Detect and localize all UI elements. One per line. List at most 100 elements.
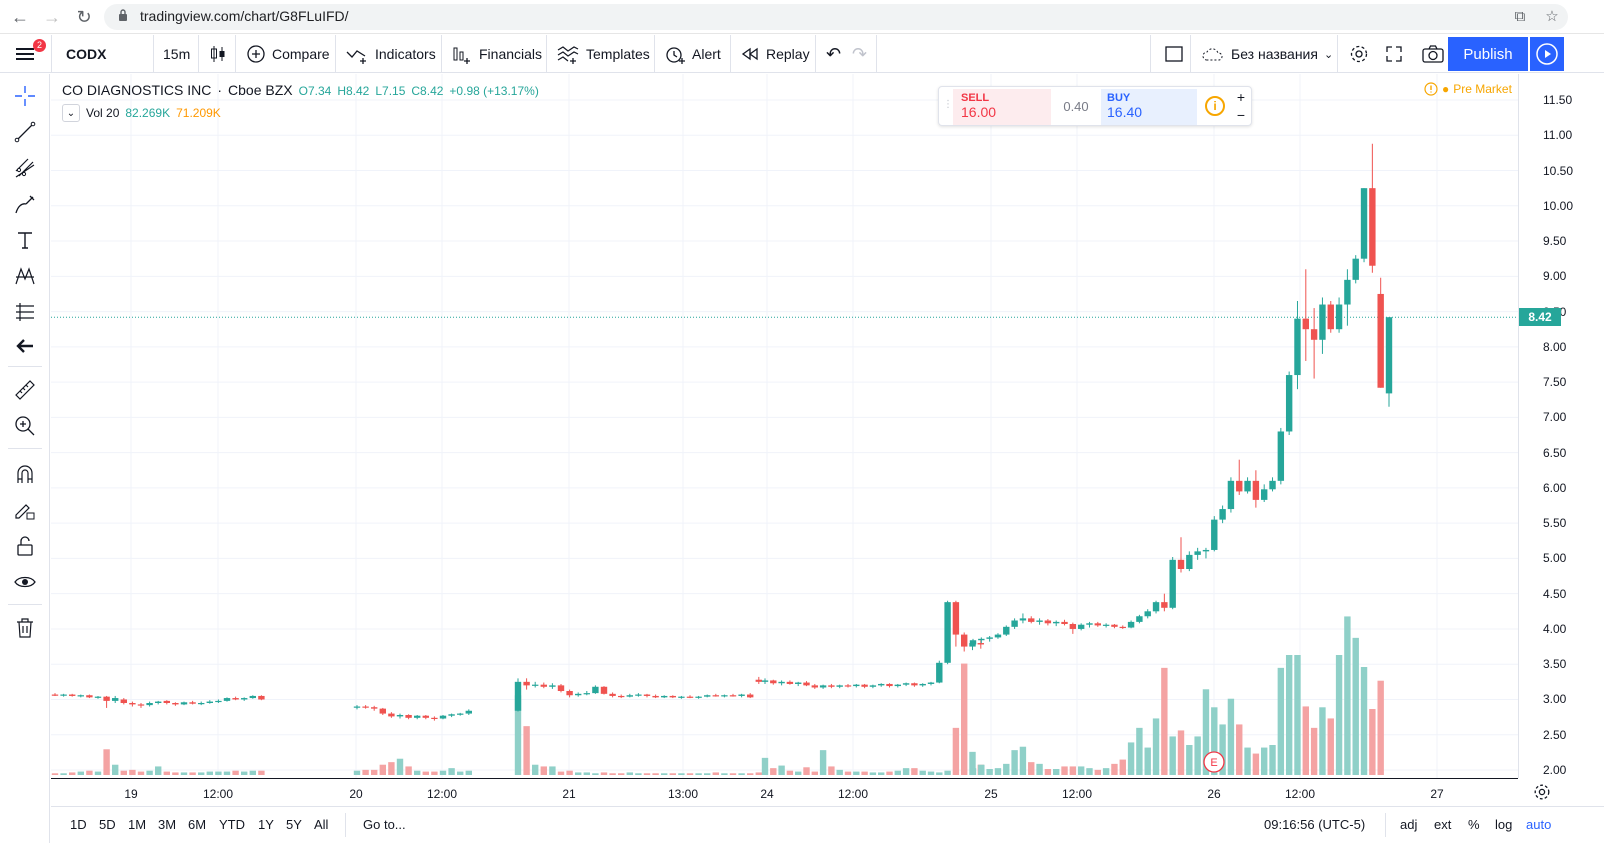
financials-icon bbox=[453, 47, 470, 64]
pitchfork-icon bbox=[15, 158, 35, 178]
range-1d[interactable]: 1D bbox=[70, 817, 87, 832]
sell-price: 16.00 bbox=[961, 104, 997, 120]
volume-bar bbox=[1344, 616, 1351, 775]
indicators-button[interactable]: Indicators bbox=[337, 35, 444, 73]
stream-button[interactable] bbox=[1530, 37, 1564, 71]
layout-name-button[interactable]: Без названия ⌄ bbox=[1193, 35, 1341, 73]
menu-button[interactable] bbox=[6, 35, 46, 73]
candle-body bbox=[1119, 626, 1126, 629]
fullscreen-button[interactable] bbox=[1376, 35, 1412, 73]
premarket-indicator[interactable]: ● Pre Market bbox=[1424, 82, 1512, 96]
volume-bar bbox=[258, 770, 265, 775]
time-tick-label: 19 bbox=[124, 787, 138, 801]
delete-tool[interactable] bbox=[10, 614, 40, 642]
price-axis[interactable]: 2.00 2.50 3.00 3.50 4.00 4.50 5.00 5.50 6.00 6.50… bbox=[1518, 74, 1604, 778]
brush-tool[interactable] bbox=[10, 190, 40, 218]
percent-toggle[interactable]: % bbox=[1468, 817, 1480, 832]
candle-body bbox=[721, 695, 728, 697]
volume-bar bbox=[1227, 698, 1235, 775]
candle-body bbox=[712, 695, 719, 697]
templates-button[interactable]: Templates bbox=[548, 35, 658, 73]
range-all[interactable]: All bbox=[314, 817, 329, 832]
candle-body bbox=[978, 638, 985, 641]
price-chart[interactable]: E bbox=[51, 74, 1518, 778]
reload-icon[interactable]: ↻ bbox=[76, 7, 92, 27]
volume-bar bbox=[1177, 730, 1185, 775]
lock-all-tool[interactable] bbox=[10, 532, 40, 560]
quantity-plus-button[interactable]: + bbox=[1236, 89, 1246, 105]
forecast-icon bbox=[16, 303, 34, 321]
auto-toggle[interactable]: auto bbox=[1526, 817, 1552, 832]
symbol-search[interactable]: CODX bbox=[58, 35, 114, 73]
alert-button[interactable]: Alert bbox=[656, 35, 729, 73]
url-text[interactable]: tradingview.com/chart/G8FLuIFD/ bbox=[140, 8, 349, 24]
visibility-tool[interactable] bbox=[10, 568, 40, 596]
log-toggle[interactable]: log bbox=[1495, 817, 1513, 832]
range-5d[interactable]: 5D bbox=[99, 817, 116, 832]
candle-body bbox=[686, 696, 694, 698]
volume-bar bbox=[1310, 727, 1318, 775]
volume-bar bbox=[1186, 745, 1193, 775]
text-tool[interactable] bbox=[10, 226, 40, 254]
time-axis[interactable]: 19 12:00 20 12:00 21 13:00 24 12:00 25 12:00 26 12:… bbox=[51, 778, 1518, 805]
collapse-legend-button[interactable]: ⌄ bbox=[62, 104, 80, 122]
ext-toggle[interactable]: ext bbox=[1434, 817, 1452, 832]
goto-button[interactable]: Go to... bbox=[363, 817, 406, 832]
candle-body bbox=[994, 634, 1002, 638]
range-1y[interactable]: 1Y bbox=[258, 817, 274, 832]
undo-button[interactable]: ↶ bbox=[818, 35, 849, 73]
lock-icon bbox=[119, 9, 127, 21]
candle-body bbox=[1344, 279, 1351, 305]
clock-display[interactable]: 09:16:56 (UTC-5) bbox=[1264, 817, 1366, 832]
chart-pane[interactable]: E bbox=[51, 74, 1518, 778]
sell-button[interactable]: SELL 16.00 bbox=[953, 89, 1051, 125]
measure-tool[interactable] bbox=[10, 376, 40, 404]
candle-body bbox=[532, 684, 539, 686]
lock-drawing-tool[interactable] bbox=[10, 496, 40, 524]
warning-circle-icon bbox=[1424, 82, 1438, 96]
volume-label[interactable]: Vol 20 bbox=[86, 106, 120, 120]
magnet-tool[interactable] bbox=[10, 460, 40, 488]
address-bar[interactable] bbox=[104, 4, 1568, 30]
volume-bar bbox=[1086, 768, 1093, 775]
forecast-tool[interactable] bbox=[10, 298, 40, 326]
range-5y[interactable]: 5Y bbox=[286, 817, 302, 832]
trendline-tool[interactable] bbox=[10, 118, 40, 146]
compare-button[interactable]: Compare bbox=[238, 35, 338, 73]
price-tick-label: 6.50 bbox=[1543, 445, 1567, 460]
replay-button[interactable]: Replay bbox=[732, 35, 818, 73]
crosshair-tool[interactable] bbox=[10, 82, 40, 110]
hide-toolbar-button[interactable] bbox=[10, 332, 40, 360]
company-name[interactable]: CO DIAGNOSTICS INC bbox=[62, 82, 212, 98]
range-1m[interactable]: 1M bbox=[128, 817, 147, 832]
redo-button[interactable]: ↷ bbox=[844, 35, 875, 73]
spread-value: 0.40 bbox=[1063, 99, 1089, 114]
volume-bar bbox=[112, 764, 119, 775]
pattern-tool[interactable] bbox=[10, 262, 40, 290]
back-icon[interactable]: ← bbox=[11, 7, 29, 27]
translate-icon[interactable]: ⧉ bbox=[1514, 8, 1526, 25]
publish-button[interactable]: Publish bbox=[1448, 37, 1528, 71]
buy-button[interactable]: BUY 16.40 bbox=[1101, 89, 1197, 125]
quantity-minus-button[interactable]: − bbox=[1236, 107, 1246, 123]
pitchfork-tool[interactable] bbox=[10, 154, 40, 182]
volume-bar bbox=[652, 773, 659, 775]
chart-type-button[interactable] bbox=[200, 35, 236, 73]
info-icon[interactable]: i bbox=[1205, 96, 1225, 116]
interval-button[interactable]: 15m bbox=[155, 35, 198, 73]
snapshot-button[interactable] bbox=[1413, 35, 1453, 73]
layout-button[interactable] bbox=[1156, 35, 1192, 73]
adj-toggle[interactable]: adj bbox=[1400, 817, 1418, 832]
candle-body bbox=[1177, 559, 1185, 569]
star-icon[interactable]: ☆ bbox=[1545, 8, 1559, 25]
forward-icon[interactable]: → bbox=[43, 7, 61, 27]
volume-bar bbox=[626, 772, 633, 775]
range-6m[interactable]: 6M bbox=[188, 817, 207, 832]
financials-button[interactable]: Financials bbox=[443, 35, 550, 73]
candle-body bbox=[198, 703, 205, 705]
settings-button[interactable] bbox=[1340, 35, 1378, 73]
range-ytd[interactable]: YTD bbox=[219, 817, 245, 832]
zoom-tool[interactable] bbox=[10, 412, 40, 440]
range-3m[interactable]: 3M bbox=[158, 817, 177, 832]
axis-settings-button[interactable] bbox=[1532, 782, 1552, 802]
